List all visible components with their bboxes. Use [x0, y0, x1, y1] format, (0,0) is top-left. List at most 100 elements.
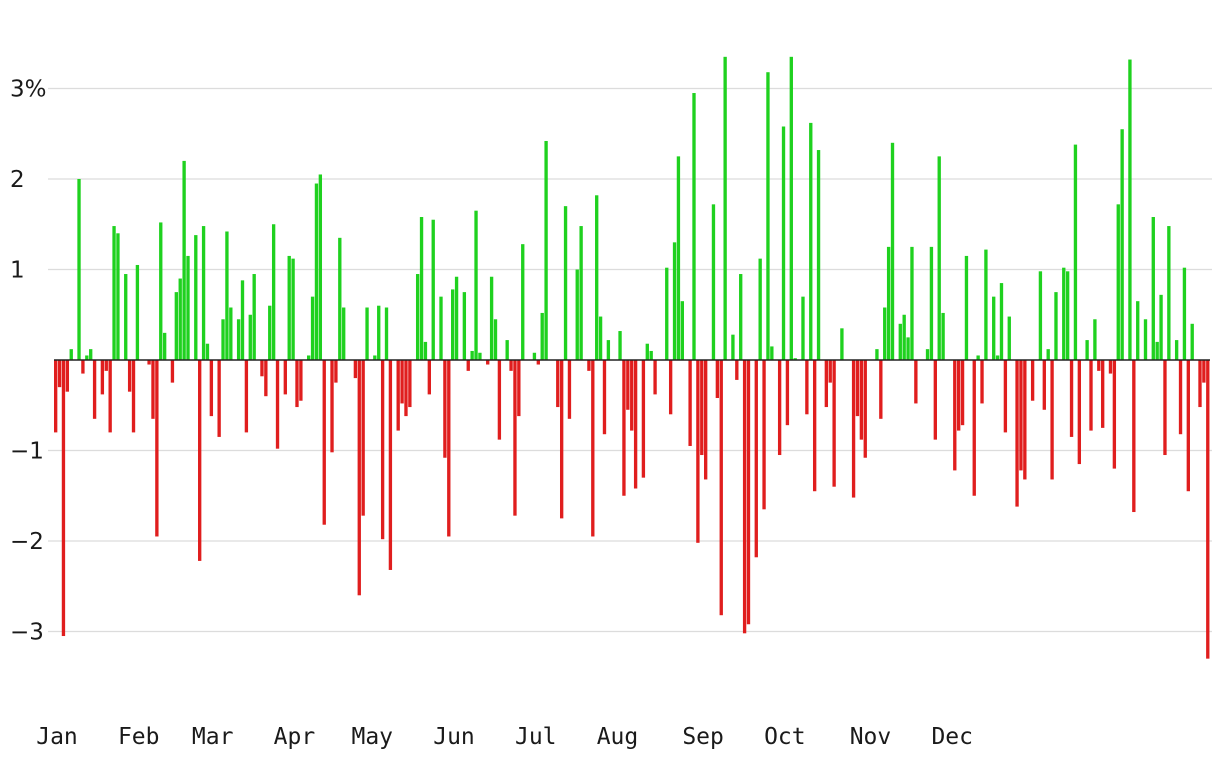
- positive-bar: [240, 280, 245, 360]
- negative-bar: [556, 360, 560, 408]
- positive-bar: [116, 233, 120, 360]
- positive-bar: [318, 174, 323, 360]
- positive-bar: [781, 126, 786, 360]
- positive-bar: [1062, 267, 1066, 360]
- positive-bar: [906, 337, 910, 360]
- x-axis-month-labels: Jan Feb Mar Apr May Jun Jul Aug Sep Oct Nov Dec: [36, 724, 973, 750]
- y-tick-label: −1: [10, 439, 44, 465]
- positive-bar: [910, 246, 914, 360]
- positive-bar: [248, 314, 252, 360]
- x-tick-label-mar: Mar: [192, 724, 234, 750]
- positive-bar: [801, 296, 805, 360]
- positive-bar: [1065, 271, 1070, 360]
- positive-bar: [89, 349, 93, 360]
- positive-bar: [377, 305, 381, 360]
- negative-bar: [828, 360, 832, 383]
- positive-bar: [563, 206, 568, 360]
- positive-bar: [672, 242, 677, 360]
- positive-bar: [1120, 129, 1124, 360]
- negative-bar: [54, 360, 58, 433]
- positive-bar: [925, 349, 930, 360]
- negative-bar: [100, 360, 105, 395]
- negative-bar: [1023, 360, 1027, 480]
- positive-bar: [268, 305, 272, 360]
- negative-bar: [497, 360, 502, 440]
- positive-bar: [816, 150, 821, 360]
- positive-bar: [252, 274, 256, 360]
- positive-bar: [898, 323, 902, 360]
- negative-bar: [147, 360, 151, 365]
- y-tick-label: 2: [10, 167, 25, 193]
- negative-bar: [357, 360, 361, 596]
- negative-bar: [81, 360, 85, 374]
- negative-bar: [762, 360, 766, 510]
- negative-bar: [264, 360, 268, 397]
- negative-bar: [746, 360, 751, 625]
- positive-bar: [521, 244, 525, 360]
- positive-bar: [1085, 340, 1089, 360]
- negative-bar: [127, 360, 132, 392]
- negative-bar: [334, 360, 338, 383]
- negative-bar: [260, 360, 264, 377]
- negative-bar: [65, 360, 70, 392]
- negative-bar: [972, 360, 976, 496]
- positive-bar: [937, 156, 941, 360]
- negative-bar: [1077, 360, 1082, 465]
- negative-bar: [704, 360, 708, 480]
- negative-bar: [696, 360, 700, 543]
- positive-bar: [890, 142, 895, 360]
- positive-bar: [310, 296, 315, 360]
- negative-bar: [688, 360, 692, 446]
- positive-bar: [976, 355, 980, 360]
- negative-bar: [957, 360, 961, 431]
- negative-bar: [1089, 360, 1093, 431]
- negative-bar: [559, 360, 564, 519]
- positive-bar: [1143, 319, 1148, 360]
- negative-bar: [1019, 360, 1023, 471]
- x-tick-label-may: May: [351, 724, 393, 750]
- negative-bar: [1186, 360, 1190, 492]
- positive-bar: [1136, 301, 1140, 360]
- positive-bar: [1116, 204, 1120, 360]
- negative-bar: [1198, 360, 1202, 408]
- negative-bar: [92, 360, 97, 419]
- negative-bar: [275, 360, 280, 449]
- negative-bar: [217, 360, 221, 437]
- positive-bar: [579, 226, 583, 360]
- positive-bar: [474, 210, 478, 360]
- negative-bar: [805, 360, 809, 415]
- positive-bar: [770, 346, 774, 360]
- positive-bar: [1155, 341, 1159, 360]
- negative-bar: [1132, 360, 1136, 513]
- positive-bar: [941, 312, 945, 360]
- positive-bar: [194, 235, 198, 360]
- positive-bar: [723, 56, 727, 360]
- positive-bar: [489, 276, 494, 360]
- positive-bar: [532, 352, 537, 360]
- y-tick-label: 3%: [10, 77, 47, 103]
- negative-bar: [466, 360, 470, 371]
- negative-bar: [170, 360, 175, 383]
- x-tick-label-feb: Feb: [118, 724, 160, 750]
- negative-bar: [587, 360, 591, 371]
- positive-bar: [178, 278, 182, 360]
- x-tick-label-sep: Sep: [682, 724, 724, 750]
- negative-bar: [57, 360, 62, 388]
- negative-bar: [980, 360, 984, 404]
- positive-bar: [875, 349, 879, 360]
- negative-bar: [633, 360, 638, 489]
- positive-bar: [649, 350, 653, 360]
- positive-bar: [1190, 323, 1194, 360]
- positive-bar: [883, 307, 887, 360]
- negative-bar: [322, 360, 326, 525]
- positive-bar: [1038, 271, 1043, 360]
- positive-bar: [676, 156, 681, 360]
- negative-bar: [777, 360, 782, 456]
- positive-bar: [186, 255, 190, 360]
- negative-bar: [209, 360, 214, 417]
- negative-bar: [653, 360, 657, 395]
- negative-bar: [641, 360, 646, 478]
- negative-bar: [108, 360, 112, 433]
- negative-bar: [361, 360, 365, 516]
- positive-bar: [439, 296, 443, 360]
